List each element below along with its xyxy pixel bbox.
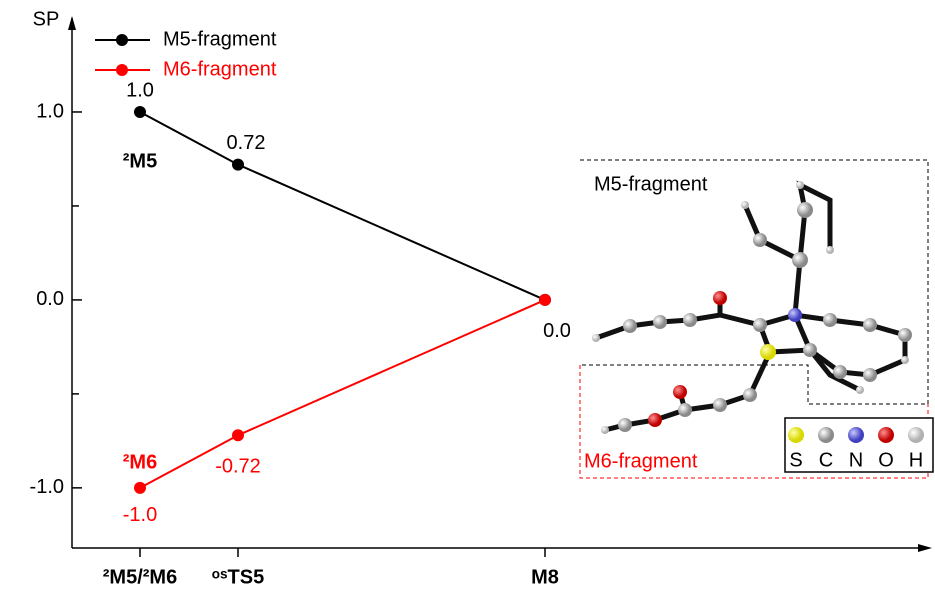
series-line <box>139 298 546 489</box>
x-tick-label: ²M5/²M6 <box>103 566 177 588</box>
y-tick-label: 1.0 <box>36 100 64 122</box>
data-label: 1.0 <box>126 79 154 101</box>
atom-swatch <box>878 427 894 443</box>
x-tick-label: M8 <box>531 566 559 588</box>
m6-label: M6-fragment <box>584 450 698 472</box>
molecule-inset: M5-fragment M6-fragment <box>579 159 934 479</box>
x-tick-label: ᵒˢTS5 <box>212 566 264 588</box>
data-point <box>232 158 244 171</box>
atoms <box>592 181 912 434</box>
x-arrow <box>918 544 932 552</box>
axes: SP <box>33 8 932 552</box>
atom-label: S <box>789 449 802 471</box>
series-line <box>139 111 546 301</box>
legend-marker <box>116 64 128 76</box>
atom-swatch <box>908 427 924 443</box>
atom-legend-box <box>784 417 934 473</box>
y-axis-label: SP <box>33 8 60 30</box>
atom-label: O <box>878 449 894 471</box>
atom-swatch <box>818 427 834 443</box>
atom-swatch <box>848 427 864 443</box>
legend-label: M6-fragment <box>163 58 277 80</box>
data-label: -0.72 <box>215 456 261 478</box>
data-point <box>539 293 551 306</box>
m5-label: M5-fragment <box>594 173 708 195</box>
point-annotation: ²M5 <box>123 150 157 172</box>
atom-label: C <box>819 449 833 471</box>
point-annotation: ²M6 <box>123 451 157 473</box>
data-point <box>134 105 146 118</box>
atom-label: H <box>909 449 923 471</box>
data-point <box>232 429 244 442</box>
legend-marker <box>116 34 128 46</box>
legend-label: M5-fragment <box>163 28 277 50</box>
y-tick-label: -1.0 <box>30 476 64 498</box>
y-arrow <box>68 16 76 30</box>
data-label: 0.72 <box>227 132 266 154</box>
atom-swatch <box>788 427 804 443</box>
data-point <box>134 481 146 494</box>
y-tick-label: 0.0 <box>36 288 64 310</box>
data-label: -1.0 <box>123 504 157 526</box>
data-label: 0.0 <box>543 320 571 342</box>
atom-label: N <box>849 449 863 471</box>
m5-box <box>580 159 929 405</box>
